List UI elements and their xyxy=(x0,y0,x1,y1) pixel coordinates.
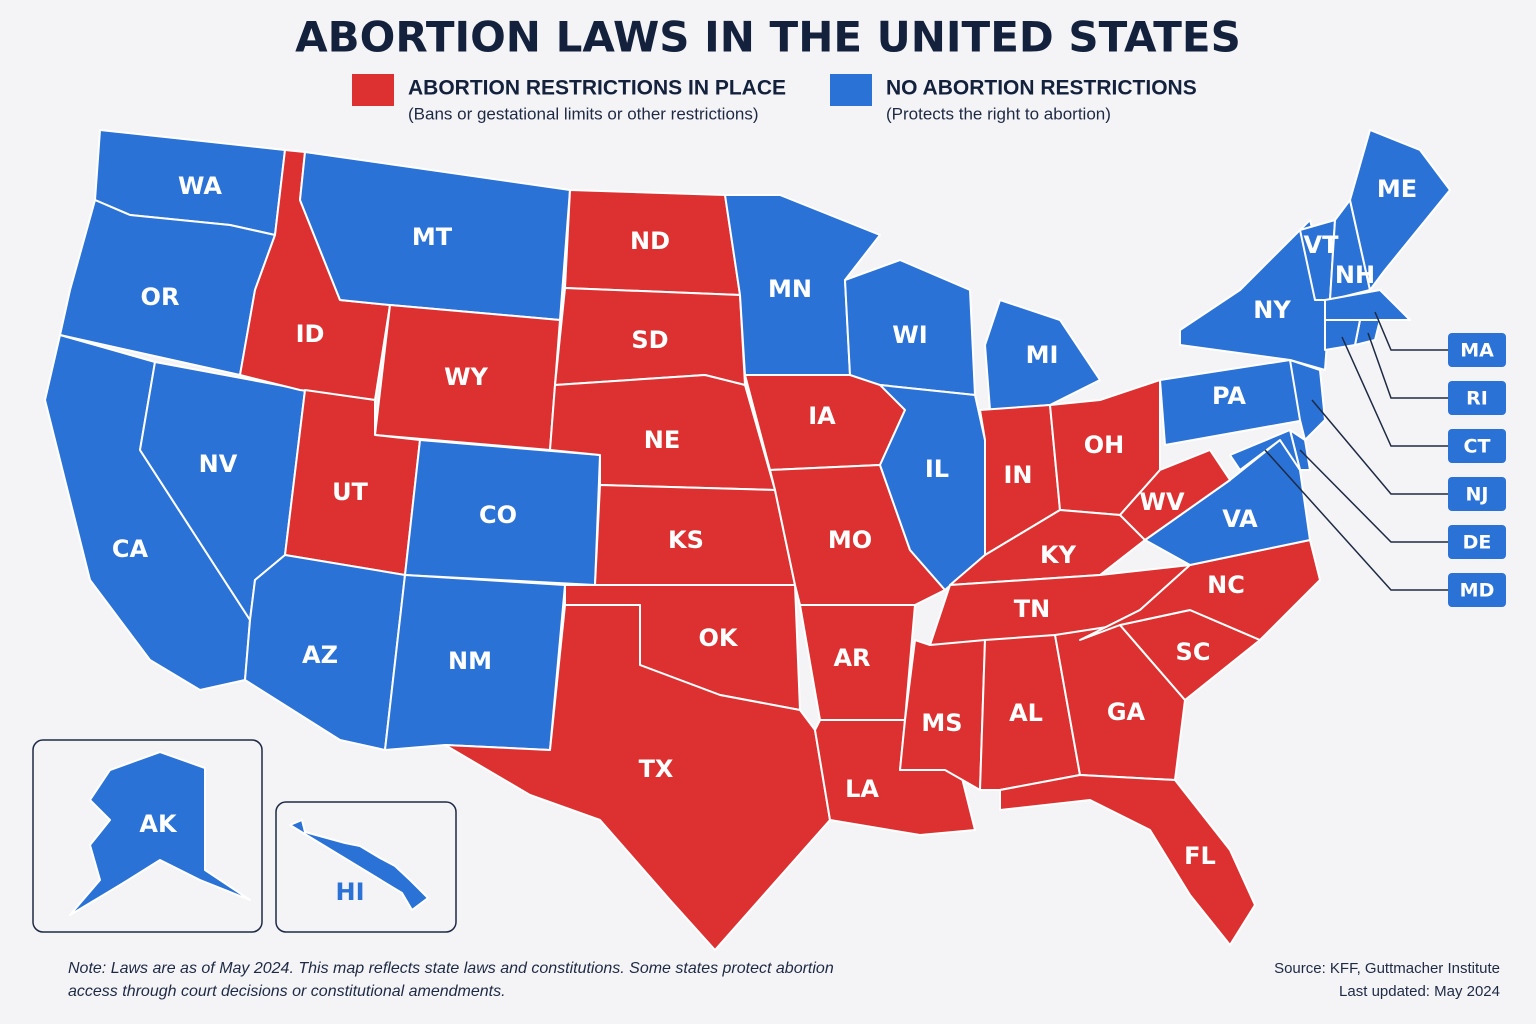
state-shape xyxy=(69,751,251,916)
state-label: OK xyxy=(699,624,739,652)
state-label: IN xyxy=(1003,461,1032,489)
state-shape xyxy=(879,384,986,591)
state-label: LA xyxy=(845,775,879,803)
state-label: GA xyxy=(1107,698,1146,726)
source: Last updated: May 2024 xyxy=(1339,983,1500,1000)
state-shape xyxy=(1324,319,1361,351)
state-shape xyxy=(999,774,1256,946)
state-shape xyxy=(1349,129,1451,291)
state-label: KY xyxy=(1040,541,1077,569)
callout-box xyxy=(1448,381,1506,415)
state-label: MI xyxy=(1026,341,1059,369)
state-label: AL xyxy=(1009,699,1043,727)
callout-line xyxy=(1311,399,1448,495)
state-label: NV xyxy=(199,450,238,478)
state-label: ID xyxy=(296,320,325,348)
state-label: DE xyxy=(1463,532,1492,554)
state-label: NY xyxy=(1253,296,1291,324)
map: WA OR CA NV ID MT WY UT CO AZ NM ND SD NE KS OK TX MN IA MO… xyxy=(44,129,1506,951)
state-label: NH xyxy=(1335,261,1375,289)
callout-box xyxy=(1448,525,1506,559)
state-label: OH xyxy=(1084,431,1125,459)
legend-swatch xyxy=(830,74,872,106)
state-shape xyxy=(1119,449,1231,541)
state-label: SC xyxy=(1176,638,1211,666)
state-shape xyxy=(1289,359,1326,441)
state-label: TN xyxy=(1014,595,1050,623)
state-label: WY xyxy=(444,363,488,391)
state-label: CA xyxy=(112,535,149,563)
state-label: FL xyxy=(1184,842,1216,870)
state-label: MO xyxy=(828,526,872,554)
legend-description: (Bans or gestational limits or other res… xyxy=(408,104,759,123)
state-label: NM xyxy=(448,647,492,675)
legend: ABORTION RESTRICTIONS IN PLACE (Bans or g… xyxy=(352,74,1197,123)
state-label: CO xyxy=(479,501,517,529)
state-label: UT xyxy=(332,478,368,506)
state-label: NJ xyxy=(1466,484,1489,506)
callout-box xyxy=(1448,477,1506,511)
state-label: AZ xyxy=(302,641,338,669)
state-label: WI xyxy=(892,321,927,349)
callout-box xyxy=(1448,573,1506,607)
legend-label: ABORTION RESTRICTIONS IN PLACE xyxy=(408,77,786,100)
note: Note: Laws are as of May 2024. This map … xyxy=(68,960,834,977)
state-label: WA xyxy=(178,172,222,200)
callout-box xyxy=(1448,333,1506,367)
state-label: IL xyxy=(925,455,949,483)
state-label: TX xyxy=(639,755,674,783)
state-label: MA xyxy=(1460,340,1494,362)
state-shape xyxy=(444,604,831,951)
state-label: ME xyxy=(1377,175,1417,203)
callout-line xyxy=(1367,332,1448,399)
state-label: NE xyxy=(644,426,680,454)
state-label: NC xyxy=(1207,571,1245,599)
state-label: RI xyxy=(1466,388,1488,410)
legend-swatch xyxy=(352,74,394,106)
inset-frame xyxy=(32,739,263,933)
state-label: OR xyxy=(141,283,180,311)
title: ABORTION LAWS IN THE UNITED STATES xyxy=(295,13,1241,62)
state-label: MT xyxy=(412,223,453,251)
callout-box xyxy=(1448,429,1506,463)
state-label: ND xyxy=(630,227,670,255)
state-label: AK xyxy=(139,810,178,838)
state-label: SD xyxy=(631,326,668,354)
inset-frame xyxy=(275,801,457,933)
state-shape xyxy=(289,819,429,911)
callout-line xyxy=(1374,311,1448,351)
legend-description: (Protects the right to abortion) xyxy=(886,104,1111,123)
source: Source: KFF, Guttmacher Institute xyxy=(1274,960,1500,977)
state-label: AR xyxy=(833,644,870,672)
state-label: MS xyxy=(921,709,962,737)
callout-line xyxy=(1299,449,1448,543)
callout-line xyxy=(1264,449,1448,591)
state-label: VT xyxy=(1304,231,1340,259)
state-label: CT xyxy=(1464,436,1491,458)
state-label: IA xyxy=(808,402,836,430)
state-label: HI xyxy=(335,878,364,906)
state-label: MD xyxy=(1460,580,1495,602)
note: access through court decisions or consti… xyxy=(68,983,506,1000)
state-shape xyxy=(1324,289,1411,321)
state-label: MN xyxy=(768,275,812,303)
state-label: WV xyxy=(1139,488,1184,516)
state-label: VA xyxy=(1222,505,1258,533)
callout-line xyxy=(1341,336,1448,447)
state-label: PA xyxy=(1212,382,1246,410)
state-label: KS xyxy=(668,526,704,554)
legend-label: NO ABORTION RESTRICTIONS xyxy=(886,77,1197,100)
